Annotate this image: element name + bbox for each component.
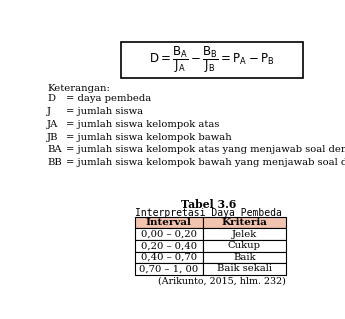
Bar <box>203 240 286 252</box>
Text: Baik sekali: Baik sekali <box>217 264 272 273</box>
Text: $\mathrm{D} = \dfrac{\mathrm{B_A}}{\mathrm{J_A}} - \dfrac{\mathrm{B_B}}{\mathrm{: $\mathrm{D} = \dfrac{\mathrm{B_A}}{\math… <box>149 44 274 75</box>
Text: 0,70 – 1, 00: 0,70 – 1, 00 <box>139 264 198 273</box>
Text: = jumlah siswa kelompok bawah yang menjawab soal dengan benar: = jumlah siswa kelompok bawah yang menja… <box>66 158 345 167</box>
Bar <box>121 42 303 78</box>
Text: 0,20 – 0,40: 0,20 – 0,40 <box>141 241 197 250</box>
Text: Keterangan:: Keterangan: <box>47 85 110 93</box>
Text: Interval: Interval <box>146 218 191 227</box>
Text: 0,40 – 0,70: 0,40 – 0,70 <box>141 253 197 262</box>
Text: BA: BA <box>47 145 62 154</box>
Text: (Arikunto, 2015, hlm. 232): (Arikunto, 2015, hlm. 232) <box>158 277 286 286</box>
Bar <box>135 240 203 252</box>
Bar <box>135 217 203 228</box>
Text: Cukup: Cukup <box>228 241 261 250</box>
Text: Tabel 3.6: Tabel 3.6 <box>180 199 236 210</box>
Bar <box>135 263 203 275</box>
Text: J: J <box>47 107 51 116</box>
Text: JA: JA <box>47 120 58 129</box>
Bar <box>135 252 203 263</box>
Text: Interpretasi Daya Pembeda: Interpretasi Daya Pembeda <box>135 208 282 218</box>
Bar <box>203 263 286 275</box>
Text: = jumlah siswa: = jumlah siswa <box>66 107 144 116</box>
Bar <box>203 228 286 240</box>
Bar <box>203 252 286 263</box>
Text: Baik: Baik <box>233 253 256 262</box>
Text: = jumlah siswa kelompok bawah: = jumlah siswa kelompok bawah <box>66 133 232 142</box>
Text: = jumlah siswa kelompok atas yang menjawab soal dengan benar: = jumlah siswa kelompok atas yang menjaw… <box>66 145 345 154</box>
Text: = jumlah siswa kelompok atas: = jumlah siswa kelompok atas <box>66 120 220 129</box>
Text: 0,00 – 0,20: 0,00 – 0,20 <box>141 230 197 239</box>
Text: Jelek: Jelek <box>231 230 257 239</box>
Text: BB: BB <box>47 158 62 167</box>
Bar <box>203 217 286 228</box>
Bar <box>135 228 203 240</box>
Text: JB: JB <box>47 133 59 142</box>
Text: D: D <box>47 94 55 103</box>
Text: = daya pembeda: = daya pembeda <box>66 94 151 103</box>
Text: Kriteria: Kriteria <box>221 218 267 227</box>
